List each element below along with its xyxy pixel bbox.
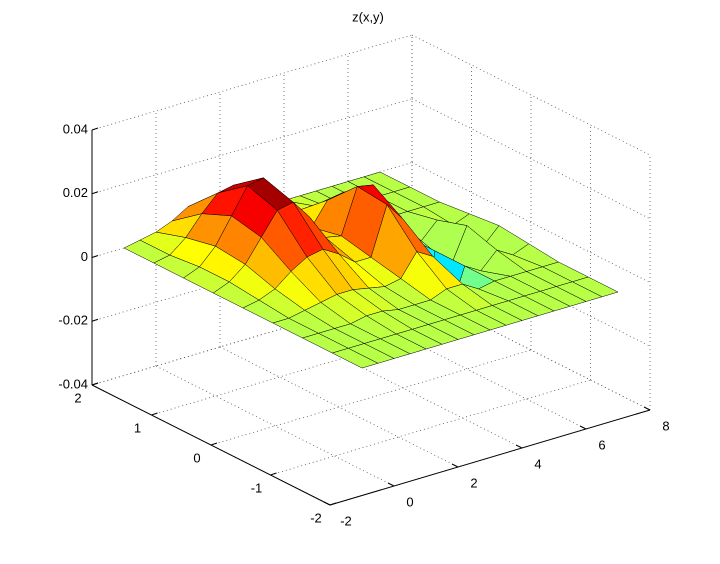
tick-mark bbox=[151, 412, 158, 416]
z-tick-label: -0.02 bbox=[58, 313, 88, 328]
z-tick-label: 0.02 bbox=[63, 185, 88, 200]
x-tick-label: 4 bbox=[534, 456, 541, 471]
tick-mark bbox=[329, 502, 337, 506]
grid-line bbox=[219, 346, 459, 468]
y-tick-label: 1 bbox=[134, 420, 141, 435]
x-tick-label: -2 bbox=[340, 513, 352, 528]
tick-mark bbox=[451, 463, 459, 468]
tick-mark bbox=[91, 191, 99, 195]
tick-mark bbox=[91, 382, 99, 386]
grid-line bbox=[155, 365, 395, 487]
chart-title: z(x,y) bbox=[352, 9, 384, 24]
y-tick-label: -1 bbox=[251, 480, 263, 495]
x-tick-label: 8 bbox=[662, 418, 669, 433]
grid-line bbox=[411, 162, 651, 283]
z-tick-label: 0.04 bbox=[63, 121, 88, 136]
tick-mark bbox=[91, 255, 99, 258]
grid-line bbox=[411, 98, 651, 220]
tick-mark bbox=[91, 127, 99, 131]
z-tick-label: 0 bbox=[81, 249, 88, 264]
x-tick-label: 0 bbox=[406, 494, 413, 509]
axis-line bbox=[329, 409, 651, 506]
tick-mark bbox=[643, 406, 651, 411]
surface-patch bbox=[332, 348, 379, 369]
tick-mark bbox=[323, 501, 331, 506]
tick-mark bbox=[387, 482, 395, 487]
y-tick-label: 2 bbox=[74, 390, 81, 405]
tick-mark bbox=[210, 442, 218, 446]
tick-mark bbox=[515, 444, 523, 449]
tick-mark bbox=[579, 425, 587, 430]
grid-line bbox=[411, 34, 651, 156]
tick-mark bbox=[91, 318, 99, 322]
x-tick-label: 2 bbox=[470, 475, 477, 490]
y-tick-label: 0 bbox=[193, 450, 200, 465]
x-tick-label: 6 bbox=[598, 437, 605, 452]
z-tick-label: -0.04 bbox=[58, 376, 88, 391]
tick-mark bbox=[270, 472, 277, 476]
y-tick-label: -2 bbox=[310, 510, 322, 525]
